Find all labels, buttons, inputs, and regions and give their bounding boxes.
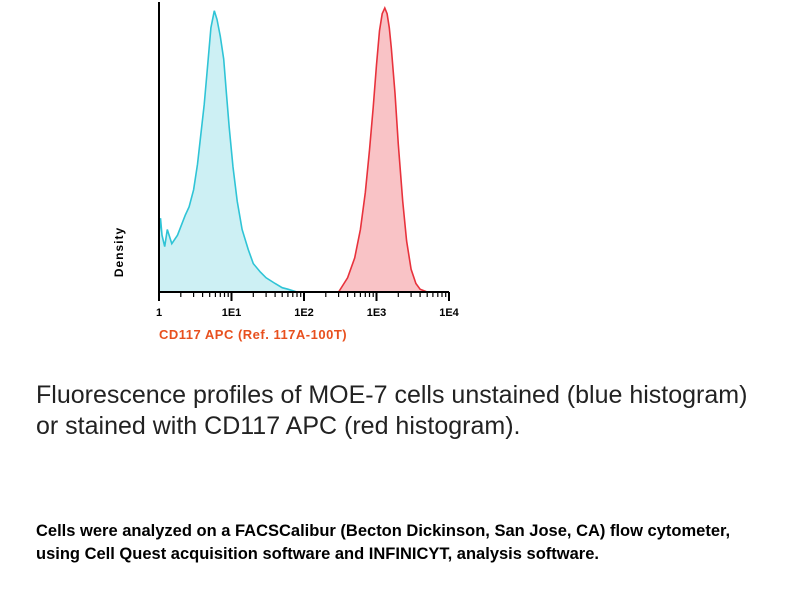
x-tick-label: 1E3 <box>367 307 387 319</box>
x-axis-label: CD117 APC (Ref. 117A-100T) <box>159 327 347 342</box>
methods-note: Cells were analyzed on a FACSCalibur (Be… <box>36 522 731 563</box>
x-tick-label: 1E4 <box>439 307 459 319</box>
x-tick-label: 1E1 <box>222 307 242 319</box>
series-0-area <box>159 10 297 293</box>
series-layer <box>158 5 428 293</box>
x-tick-label: 1 <box>156 307 162 319</box>
series-1-area <box>338 8 428 292</box>
series-0-line <box>158 10 298 293</box>
x-major-ticks: 1 1E1 1E2 1E3 1E4 <box>156 292 460 319</box>
histogram-chart: 1 1E1 1E2 1E3 1E4 Density CD117 APC (Ref. 11… <box>112 2 460 342</box>
x-tick-label: 1E2 <box>294 307 314 319</box>
series-1-line <box>337 5 428 293</box>
y-axis-label: Density <box>112 227 126 277</box>
figure-caption: Fluorescence profiles of MOE-7 cells uns… <box>36 381 748 440</box>
x-minor-ticks <box>180 292 447 297</box>
